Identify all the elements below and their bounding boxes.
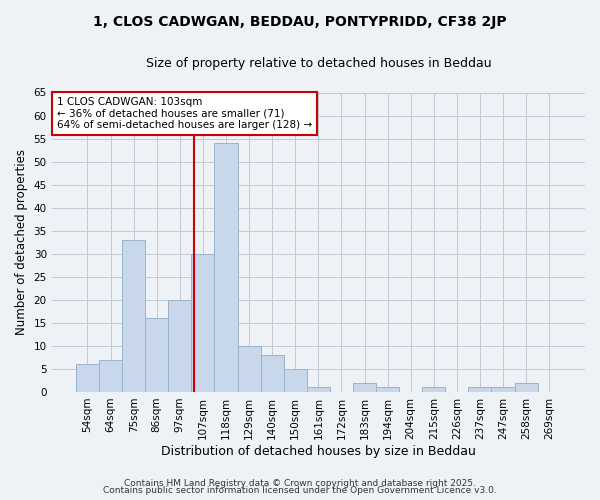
Bar [238,346,260,392]
Bar [284,369,307,392]
Bar [353,382,376,392]
Bar [422,388,445,392]
Bar [168,300,191,392]
Text: 1, CLOS CADWGAN, BEDDAU, PONTYPRIDD, CF38 2JP: 1, CLOS CADWGAN, BEDDAU, PONTYPRIDD, CF3… [93,15,507,29]
Bar [376,388,399,392]
Bar [214,143,238,392]
Bar [307,388,330,392]
Bar [191,254,214,392]
Bar [145,318,168,392]
Bar [260,355,284,392]
Bar [76,364,99,392]
Title: Size of property relative to detached houses in Beddau: Size of property relative to detached ho… [146,58,491,70]
Bar [515,382,538,392]
Bar [469,388,491,392]
Y-axis label: Number of detached properties: Number of detached properties [15,149,28,335]
Text: Contains HM Land Registry data © Crown copyright and database right 2025.: Contains HM Land Registry data © Crown c… [124,478,476,488]
Text: 1 CLOS CADWGAN: 103sqm
← 36% of detached houses are smaller (71)
64% of semi-det: 1 CLOS CADWGAN: 103sqm ← 36% of detached… [57,97,312,130]
Bar [491,388,515,392]
Bar [122,240,145,392]
Bar [99,360,122,392]
Text: Contains public sector information licensed under the Open Government Licence v3: Contains public sector information licen… [103,486,497,495]
X-axis label: Distribution of detached houses by size in Beddau: Distribution of detached houses by size … [161,444,476,458]
